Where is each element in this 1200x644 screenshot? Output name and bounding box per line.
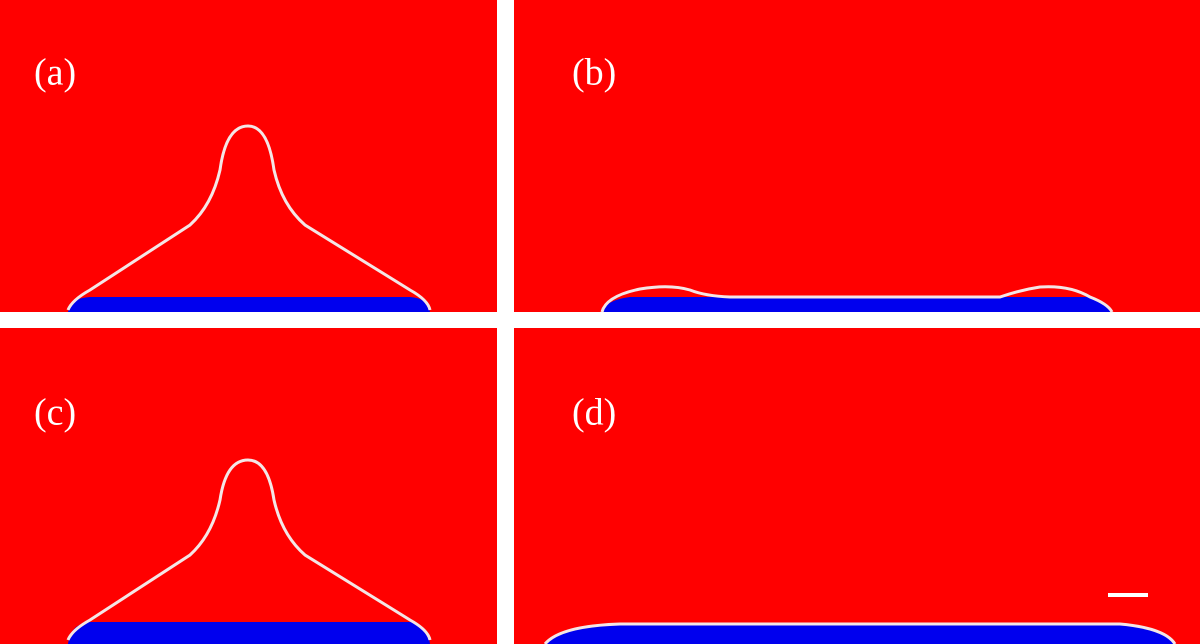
panel-d: (d) — [514, 328, 1200, 644]
panel-bg — [514, 328, 1200, 644]
blue-film — [68, 297, 430, 312]
panel-bg — [514, 0, 1200, 312]
panel-c: (c) — [0, 328, 497, 644]
panel-label: (c) — [34, 392, 76, 434]
panel-a: (a) — [0, 0, 497, 312]
droplet-outline — [543, 622, 1177, 644]
droplet-outline — [600, 285, 1114, 313]
panel-label: (a) — [34, 52, 76, 94]
blue-film — [545, 624, 1175, 644]
panel-bg — [0, 0, 497, 312]
droplet-outline — [66, 458, 432, 641]
panel-label: (d) — [572, 392, 616, 434]
blue-film — [68, 622, 430, 644]
blue-film — [602, 297, 1112, 312]
panel-b: (b) — [514, 0, 1200, 313]
droplet-outline — [66, 124, 432, 311]
panel-label: (b) — [572, 52, 616, 94]
panel-bg — [0, 328, 497, 644]
